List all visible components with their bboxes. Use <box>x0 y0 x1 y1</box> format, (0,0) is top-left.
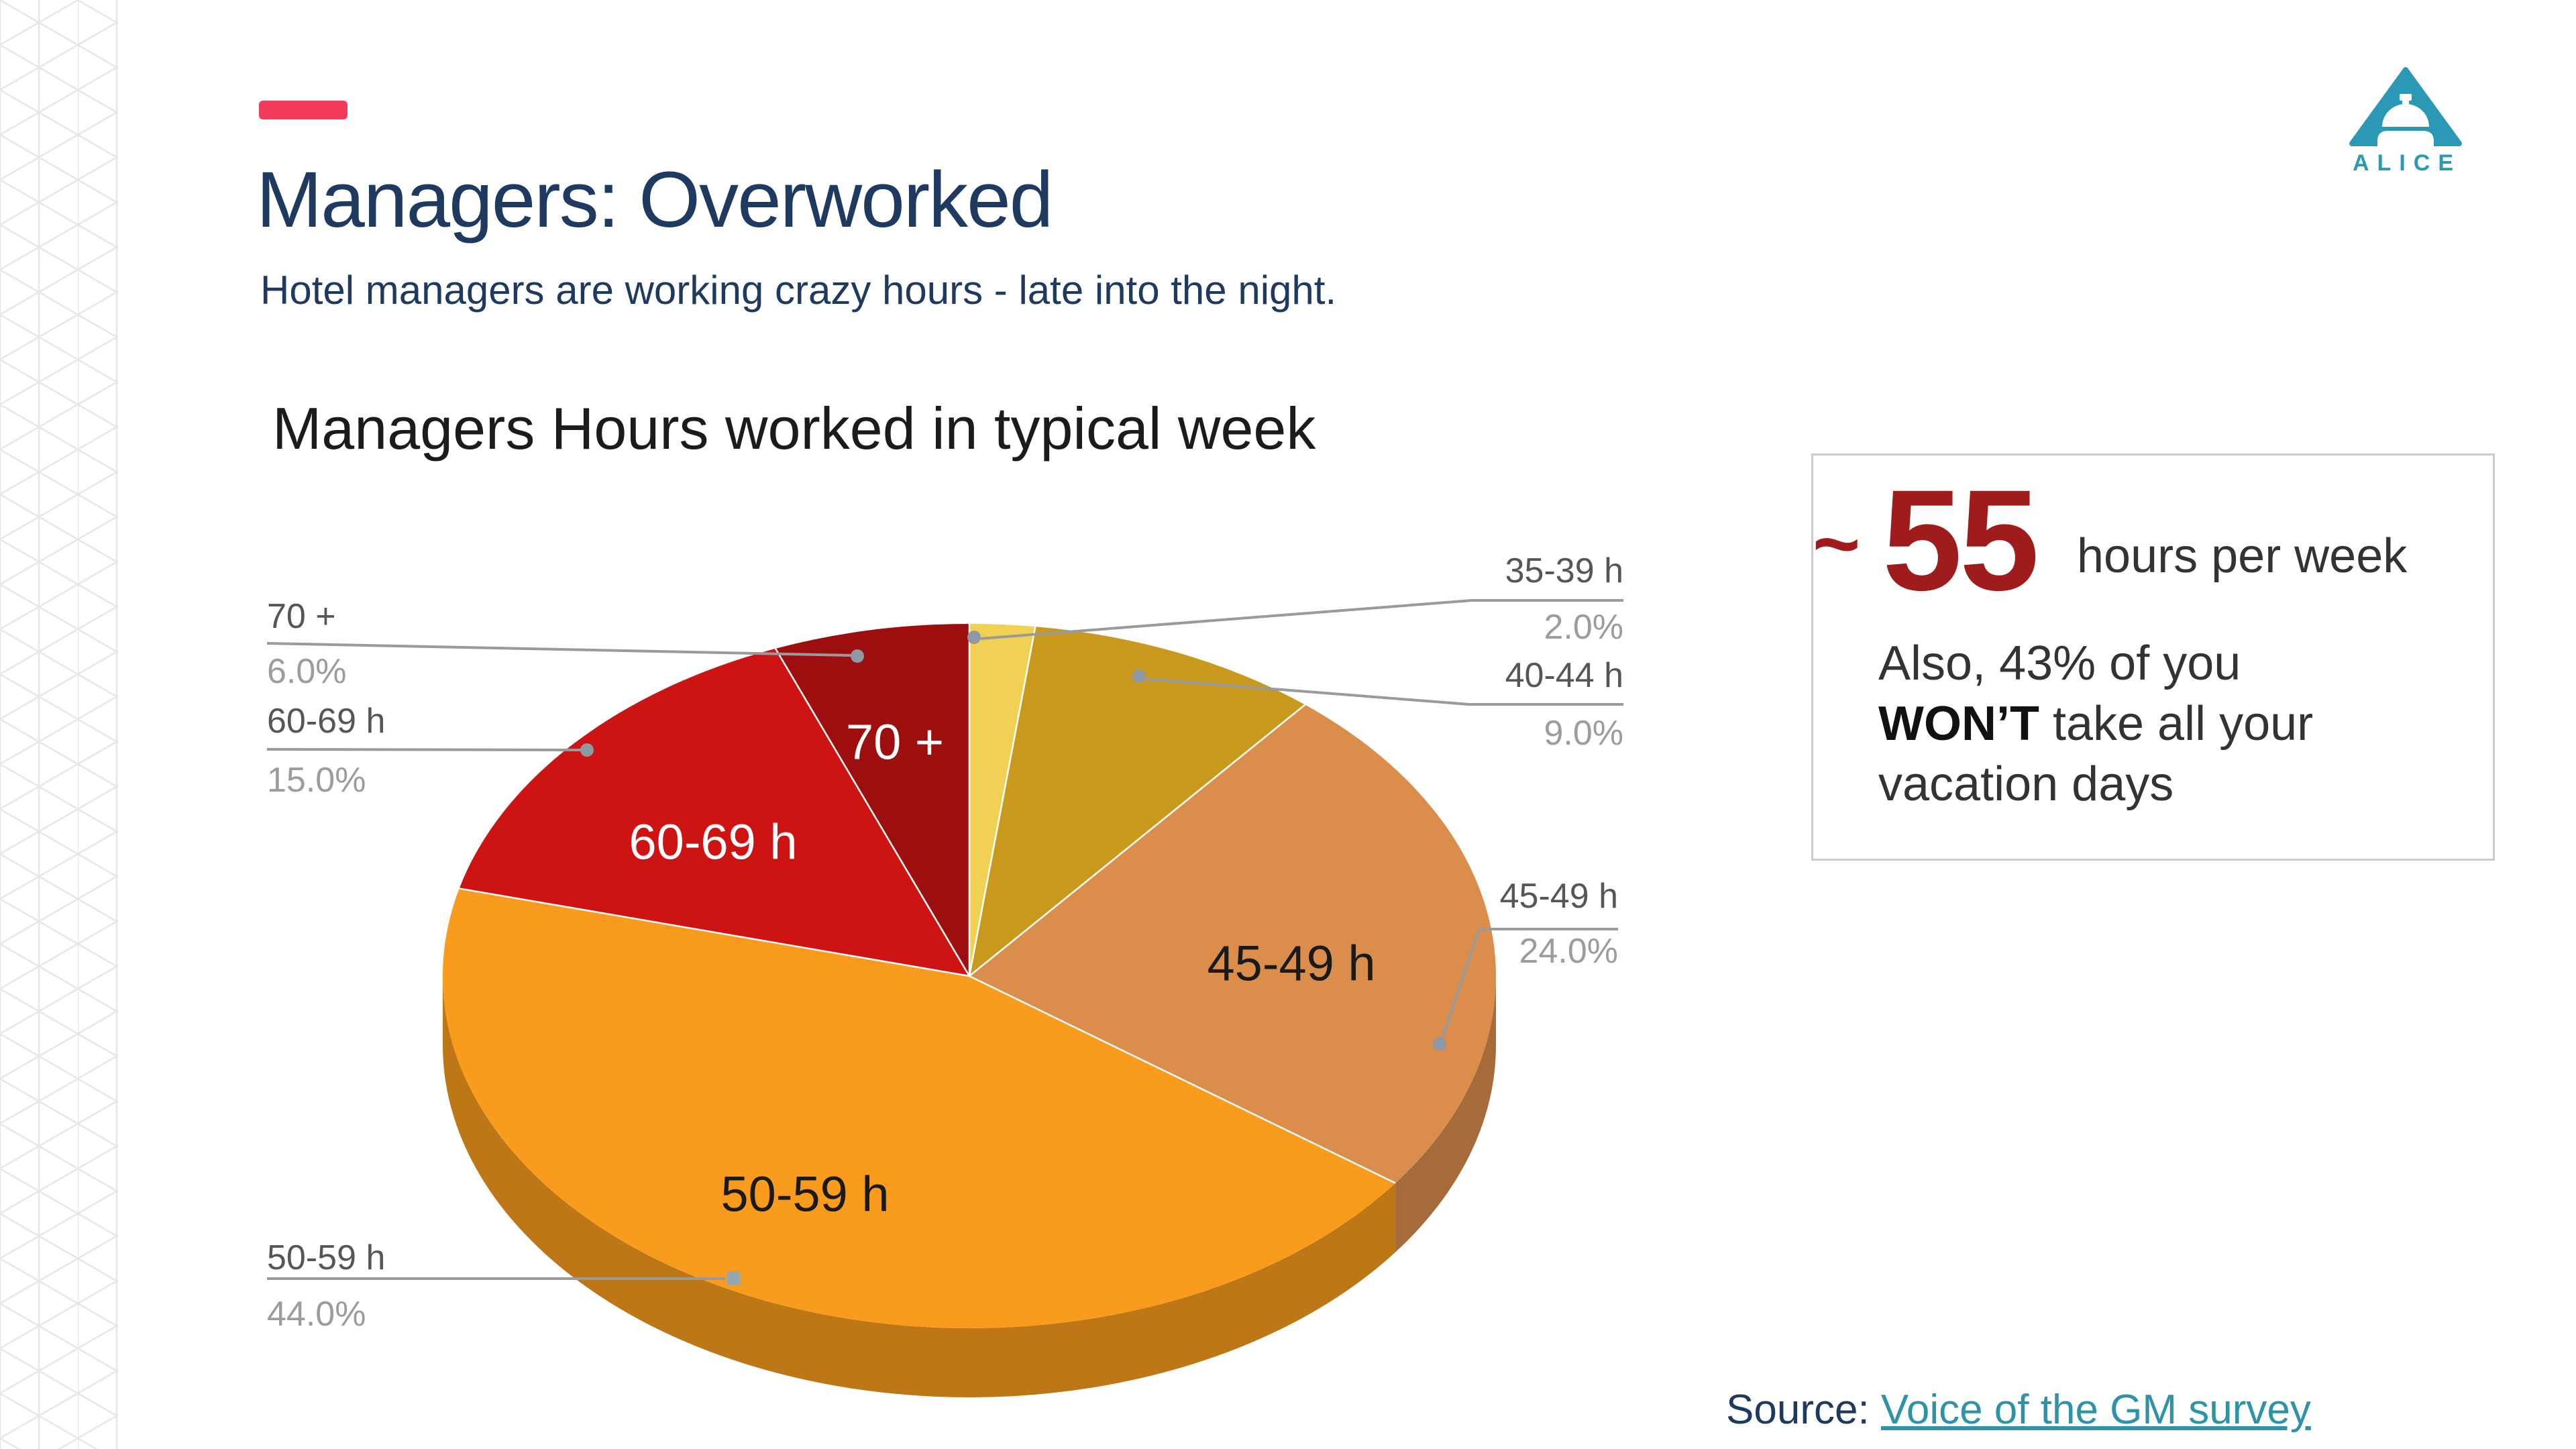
label-50-59: 50-59 h <box>267 1238 386 1277</box>
label-70plus: 70 + <box>267 597 336 636</box>
pie-side-50-59-h <box>442 976 1396 1397</box>
chart-title: Managers Hours worked in typical week <box>272 395 1316 462</box>
callout-note: Also, 43% of you WON’T take all your vac… <box>1878 633 2313 814</box>
leader-dot <box>1433 1037 1446 1051</box>
triangle-pattern-strip <box>0 0 118 1449</box>
slice-separator <box>968 626 1036 977</box>
callout-note-line1: Also, 43% of you <box>1878 637 2241 690</box>
alice-logo: ALICE <box>2348 66 2463 177</box>
pct-70plus: 6.0% <box>267 652 347 691</box>
leader-dot <box>851 649 864 663</box>
slice-separator <box>459 888 970 977</box>
leader-dot <box>967 631 981 644</box>
callout-note-line3: vacation days <box>1878 757 2174 811</box>
label-60-69: 60-69 h <box>267 702 386 741</box>
leader-line <box>266 748 582 751</box>
leader-square <box>727 1271 740 1285</box>
approx-tilde: ~ <box>1813 498 1861 589</box>
callout-note-line2: WON’T take all your <box>1878 694 2313 754</box>
leader-dot <box>580 743 594 757</box>
big-number: 55 <box>1882 460 2039 621</box>
pct-35-39: 2.0% <box>1544 608 1623 647</box>
callout-box <box>1811 453 2495 861</box>
pie-slice-label-50-59: 50-59 h <box>720 1166 890 1222</box>
slice-separator <box>969 975 1396 1184</box>
accent-dash <box>259 101 347 119</box>
slice-separator <box>774 648 971 977</box>
pie-slice-label-45-49: 45-49 h <box>1207 935 1376 991</box>
pct-40-44: 9.0% <box>1544 714 1623 753</box>
pct-50-59: 44.0% <box>267 1295 366 1334</box>
source-link[interactable]: Voice of the GM survey <box>1880 1387 2311 1433</box>
pie-slice-35-39-h <box>969 624 1036 976</box>
page-title: Managers: Overworked <box>256 156 1053 244</box>
leader-dot <box>1132 669 1146 683</box>
source-line: Source: Voice of the GM survey <box>1726 1386 2311 1434</box>
pie-side-45-49-h <box>1395 976 1496 1252</box>
pct-60-69: 15.0% <box>267 761 366 800</box>
callout-note-bold: WON’T <box>1878 697 2039 751</box>
label-45-49: 45-49 h <box>1499 877 1618 916</box>
pie-slice-label-60-69: 60-69 h <box>629 814 798 870</box>
pie-slice-label-70plus: 70 + <box>845 714 945 770</box>
logo-wordmark: ALICE <box>2353 150 2461 176</box>
page-subtitle: Hotel managers are working crazy hours -… <box>260 268 1337 313</box>
pie-slice-40-44-h <box>969 627 1305 976</box>
pie-slice-60-69-h <box>459 648 969 976</box>
label-35-39: 35-39 h <box>1505 551 1623 590</box>
pie-slice-70 <box>775 624 969 976</box>
pct-45-49: 24.0% <box>1519 932 1618 971</box>
callout-note-line2-rest: take all your <box>2039 697 2314 751</box>
label-40-44: 40-44 h <box>1505 656 1623 695</box>
source-prefix: Source: <box>1726 1387 1881 1433</box>
bell-triangle-icon: ALICE <box>2349 67 2462 176</box>
big-number-unit: hours per week <box>2077 529 2408 583</box>
leader-line <box>266 642 853 657</box>
